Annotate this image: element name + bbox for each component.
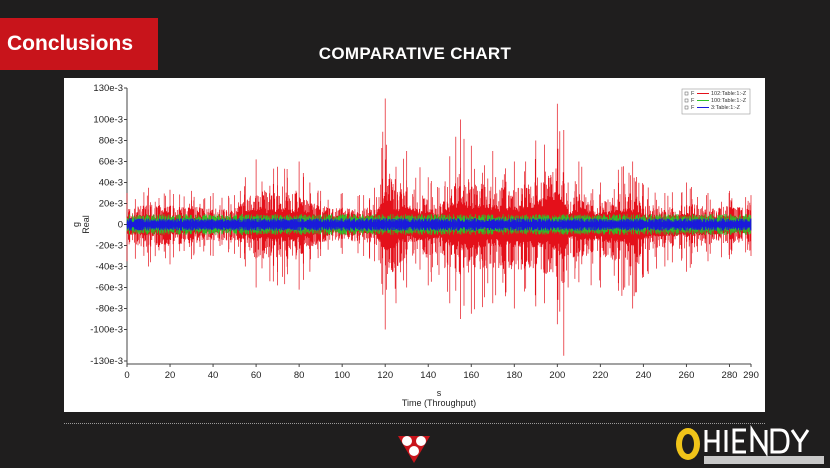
vibration-chart: 130e-3 100e-3 80e-3 60e-3 40e-3 20e-3 0 -20e-3 -…: [71, 83, 759, 408]
y-axis-title: Real: [81, 215, 91, 234]
section-label: Conclusions: [7, 32, 134, 55]
brand-logo-icon: [676, 424, 824, 464]
y-tick-label: 0: [118, 220, 123, 231]
footer-divider: [64, 423, 765, 424]
section-badge: Conclusions: [0, 18, 158, 70]
x-tick-label: 220: [592, 370, 608, 381]
y-tick-label: 100e-3: [93, 115, 123, 126]
y-tick-label: 20e-3: [99, 199, 123, 210]
legend-marker: F: [691, 91, 695, 97]
y-tick-label: 40e-3: [99, 178, 123, 189]
x-tick-label: 180: [506, 370, 522, 381]
x-tick-label: 160: [463, 370, 479, 381]
y-tick-label: 80e-3: [99, 136, 123, 147]
x-axis-unit: s: [437, 388, 442, 398]
x-tick-label: 240: [635, 370, 651, 381]
y-tick-label: 60e-3: [99, 157, 123, 168]
x-tick-label: 140: [420, 370, 436, 381]
x-axis-title: Time (Throughput): [402, 398, 476, 408]
x-tick-label: 40: [208, 370, 219, 381]
legend-marker: F: [691, 105, 695, 111]
legend-checkbox-icon: [684, 98, 689, 103]
series-layer: [126, 98, 752, 356]
y-tick-label: -80e-3: [96, 304, 123, 315]
x-tick-layer: 0 20 40 60 80 100 120 140 160 180 200 220 240 260 280 2…: [124, 364, 759, 381]
legend-label: 100:Table:1:-Z: [711, 98, 747, 104]
legend-checkbox-icon: [684, 105, 689, 110]
chart-legend: F 102:Table:1:-Z F 100:Table:1:-Z F 3:Table:1…: [681, 88, 751, 115]
legend-checkbox-icon: [684, 91, 689, 96]
x-tick-label: 80: [294, 370, 305, 381]
x-tick-label: 260: [679, 370, 695, 381]
x-tick-label: 120: [377, 370, 393, 381]
x-tick-label: 100: [334, 370, 350, 381]
triple-circle-logo-icon: [398, 436, 430, 463]
x-tick-label: 0: [124, 370, 129, 381]
legend-label: 3:Table:1:-Z: [711, 105, 741, 111]
y-tick-layer: 130e-3 100e-3 80e-3 60e-3 40e-3 20e-3 0 -20e-3 -…: [90, 83, 127, 367]
y-tick-label: -100e-3: [90, 325, 123, 336]
x-tick-label: 290: [743, 370, 759, 381]
y-axis-unit: g: [71, 222, 81, 227]
chart-panel: 130e-3 100e-3 80e-3 60e-3 40e-3 20e-3 0 -20e-3 -…: [64, 78, 765, 412]
x-tick-label: 20: [165, 370, 176, 381]
legend-label: 102:Table:1:-Z: [711, 91, 747, 97]
y-tick-label: -20e-3: [96, 241, 123, 252]
y-tick-label: -60e-3: [96, 283, 123, 294]
x-tick-label: 280: [722, 370, 738, 381]
legend-box: [681, 88, 751, 115]
slide-title: COMPARATIVE CHART: [318, 44, 512, 63]
x-tick-label: 200: [549, 370, 565, 381]
y-tick-label: -130e-3: [90, 356, 123, 367]
x-tick-label: 60: [251, 370, 262, 381]
legend-marker: F: [691, 98, 695, 104]
y-tick-label: -40e-3: [96, 262, 123, 273]
y-tick-label: 130e-3: [93, 83, 123, 94]
